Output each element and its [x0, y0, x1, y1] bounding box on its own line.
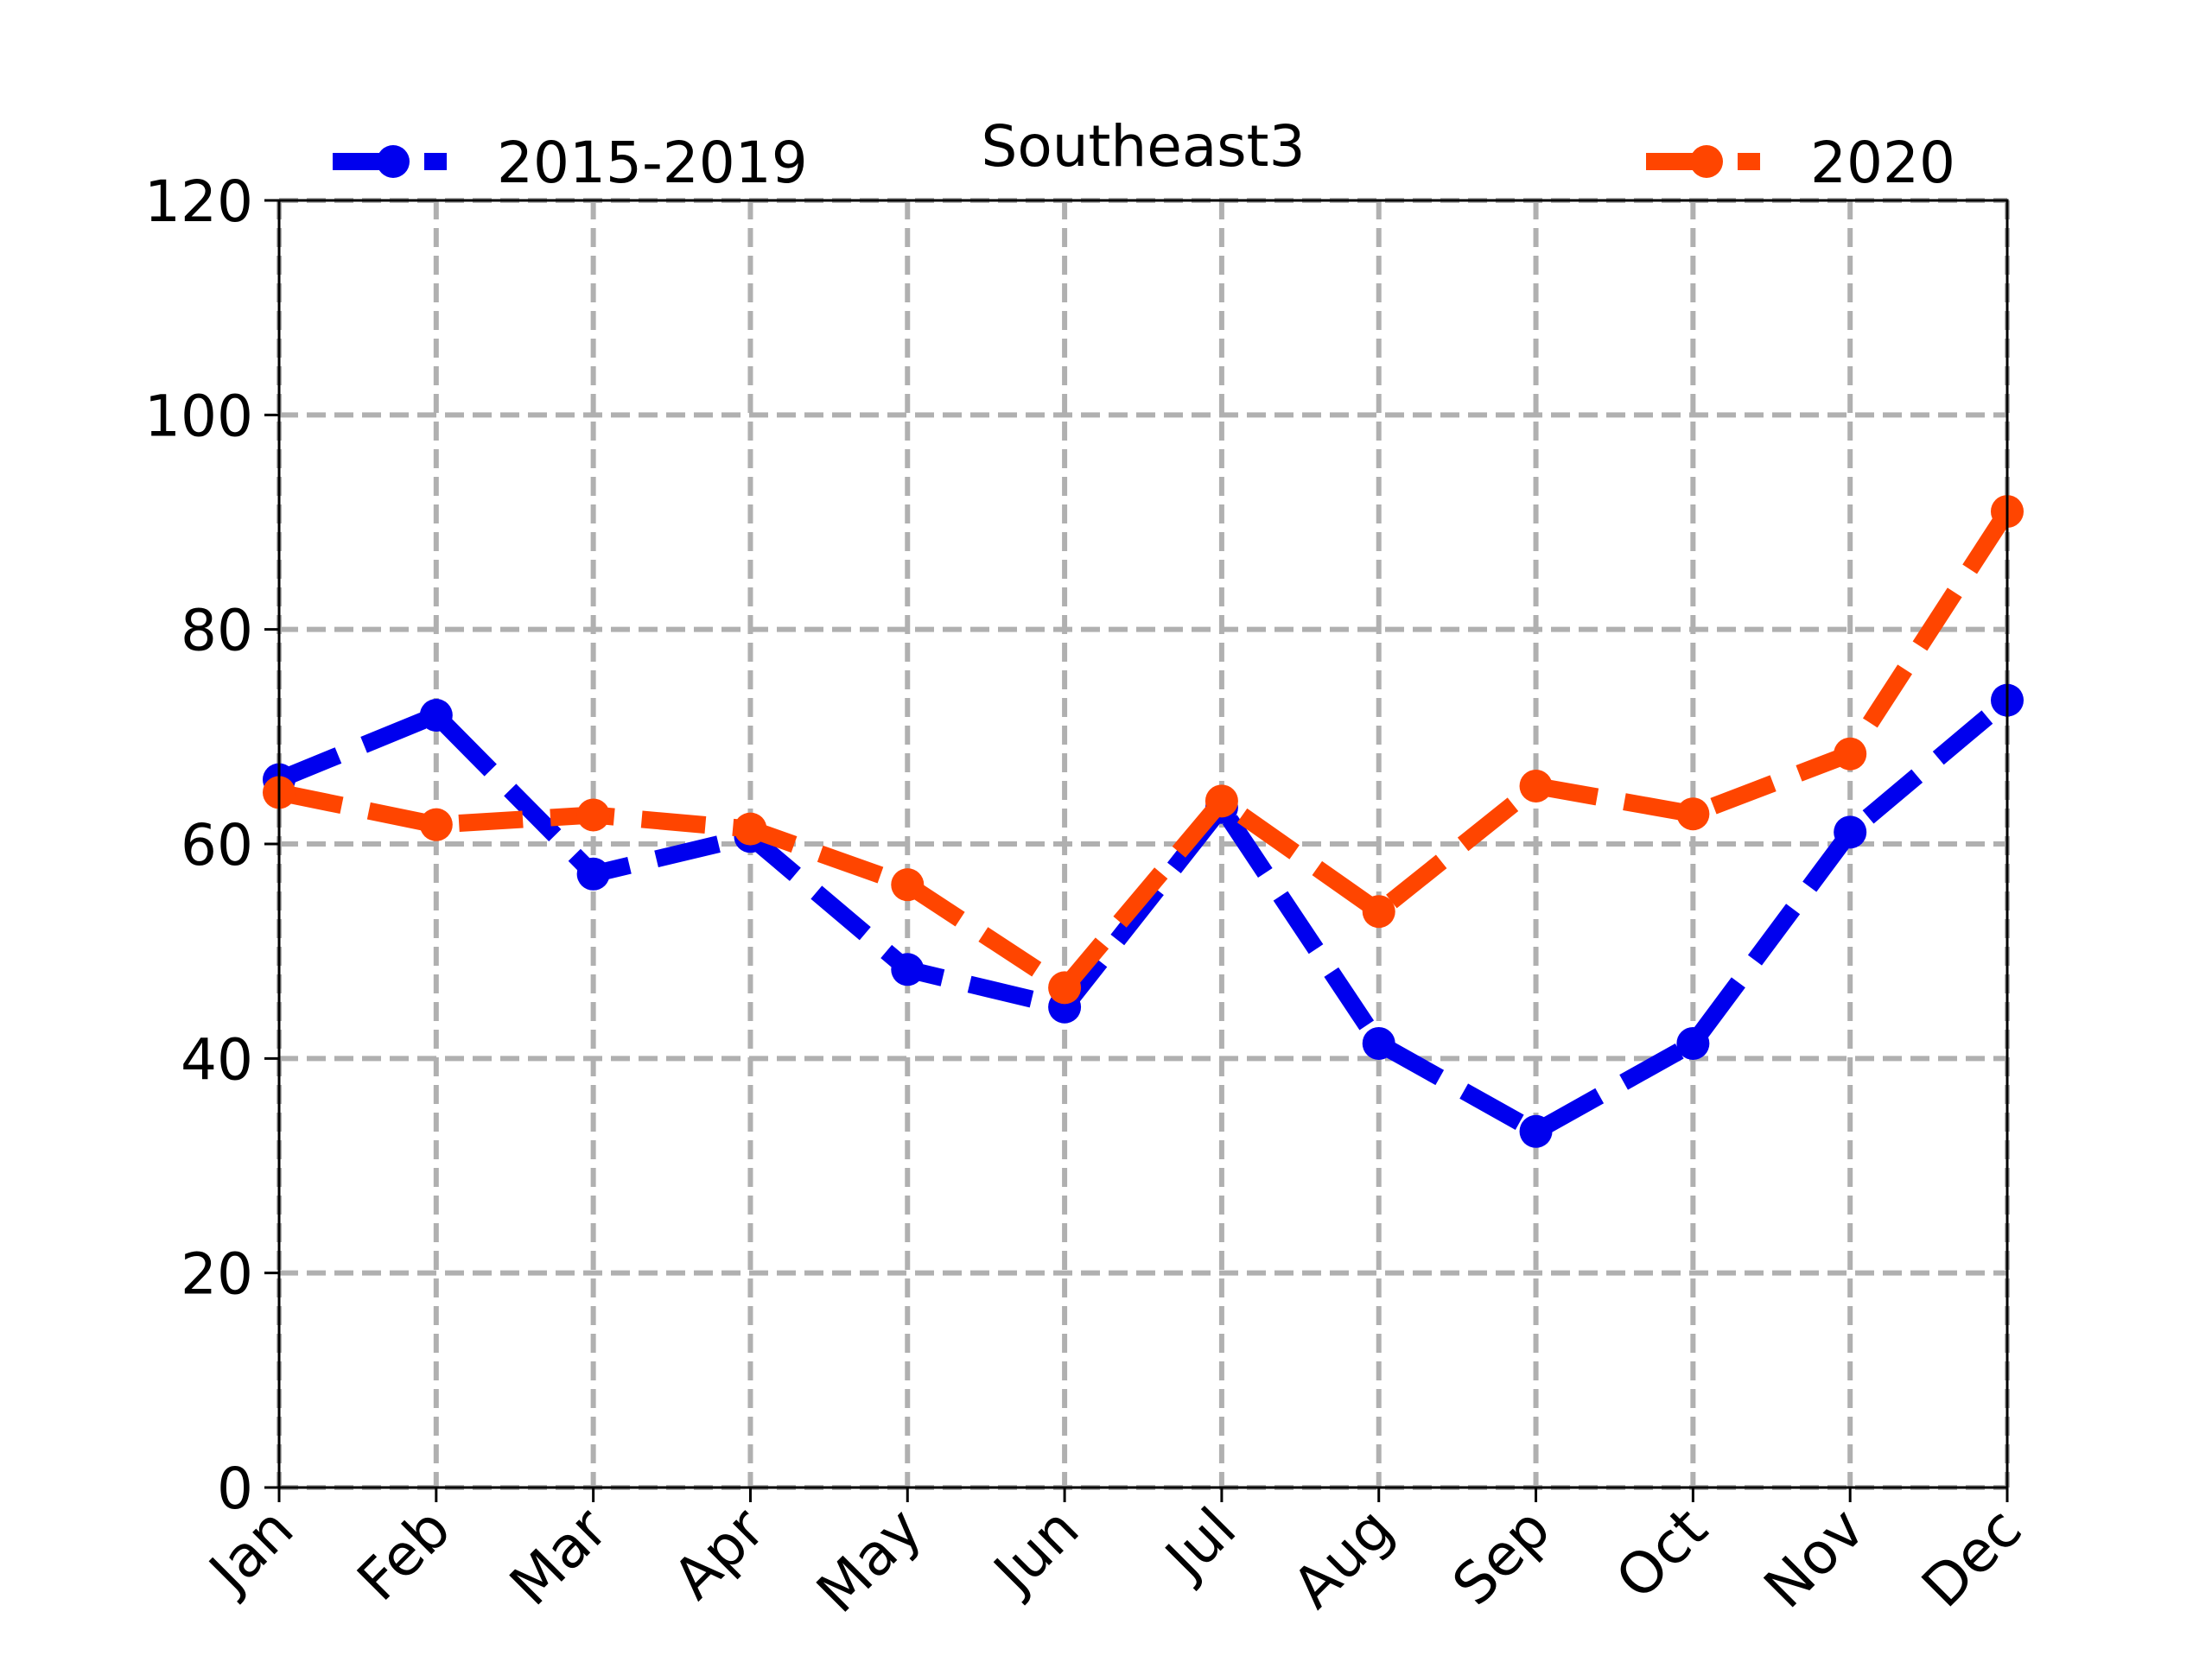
- data-point: [1362, 895, 1395, 929]
- legend-label-1: 2020: [1810, 130, 1955, 196]
- legend: 2015-2019 2020: [333, 130, 1955, 196]
- series-line-1: [276, 506, 2015, 997]
- y-tick-label: 80: [181, 598, 253, 664]
- data-point: [1048, 971, 1082, 1005]
- data-point: [1676, 1026, 1710, 1060]
- data-point: [1676, 797, 1710, 831]
- data-point: [891, 868, 925, 902]
- data-point: [1519, 769, 1553, 802]
- legend-label-0: 2015-2019: [497, 130, 808, 196]
- data-point: [576, 798, 610, 832]
- data-point: [1205, 784, 1238, 818]
- y-tick-label: 20: [181, 1241, 253, 1308]
- data-point: [891, 953, 925, 986]
- y-tick-label: 40: [181, 1026, 253, 1093]
- data-point: [576, 857, 610, 891]
- data-point: [1362, 1026, 1395, 1060]
- data-point: [419, 699, 453, 732]
- legend-marker-1: [1690, 145, 1723, 178]
- y-tick-label: 100: [144, 383, 253, 449]
- data-point: [1834, 815, 1867, 849]
- series-lines: [263, 495, 2024, 1148]
- data-point: [1519, 1114, 1553, 1148]
- legend-marker-0: [377, 145, 410, 178]
- y-tick-label: 0: [217, 1456, 253, 1522]
- y-tick-label: 120: [144, 168, 253, 235]
- y-tick-label: 60: [181, 812, 253, 879]
- data-point: [734, 812, 767, 846]
- data-point: [419, 808, 453, 841]
- chart-title: Southeast3: [981, 113, 1305, 180]
- data-point: [1834, 737, 1867, 771]
